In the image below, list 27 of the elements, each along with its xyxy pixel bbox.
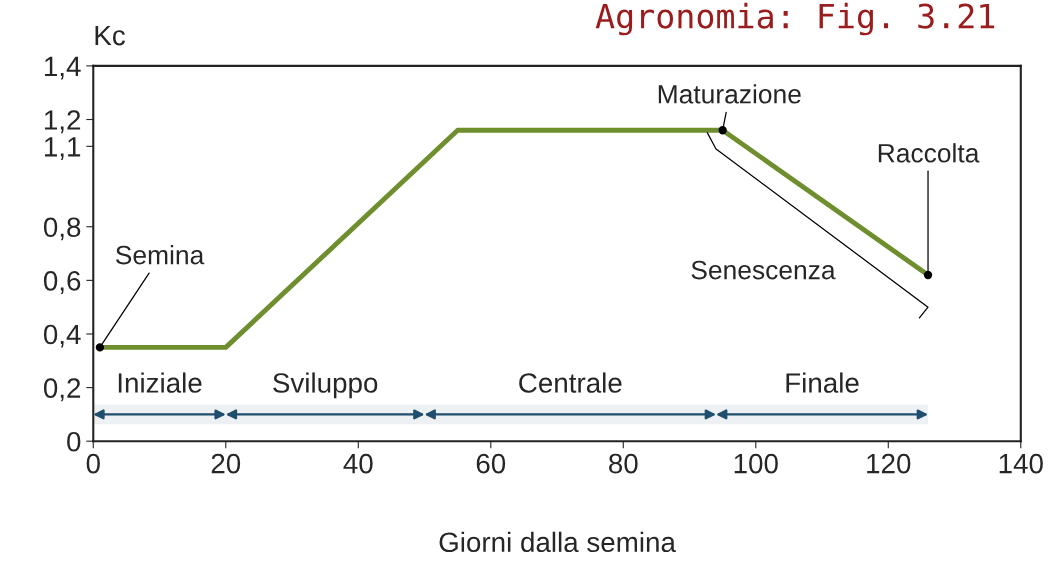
x-tick-label: 60 <box>476 453 506 474</box>
x-tick-label: 20 <box>211 453 241 474</box>
annotation: Raccolta <box>878 143 980 163</box>
band-label: Sviluppo <box>273 372 378 399</box>
band-label: Iniziale <box>118 372 202 393</box>
y-tick-label: 1,1 <box>44 137 81 160</box>
annotation: Senescenza <box>691 260 836 280</box>
y-tick-label: 1,2 <box>44 110 81 134</box>
x-tick-label: 0 <box>86 453 100 474</box>
x-axis-title: Giorni dalla semina <box>439 531 676 553</box>
y-tick-label: 0,4 <box>43 324 81 348</box>
x-tick-label: 120 <box>867 453 911 474</box>
y-tick-label: 0,6 <box>43 271 81 294</box>
annotation: Semina <box>115 245 205 265</box>
x-tick-label: 40 <box>343 453 373 474</box>
y-tick-label: 1,4 <box>44 56 81 80</box>
band-label: Finale <box>786 372 859 393</box>
band-label: Centrale <box>519 372 622 393</box>
x-tick-label: 80 <box>609 453 638 474</box>
y-tick-label: 0,8 <box>43 217 81 241</box>
y-axis-title: Kc <box>95 26 125 46</box>
x-tick-label: 100 <box>734 453 778 474</box>
y-tick-label: 0,2 <box>43 378 81 402</box>
x-tick-label: 140 <box>999 453 1043 474</box>
y-tick-label: 0 <box>67 431 81 452</box>
chart-title: Agronomia: Fig. 3.21 <box>595 2 995 36</box>
annotation: Maturazione <box>658 84 801 104</box>
